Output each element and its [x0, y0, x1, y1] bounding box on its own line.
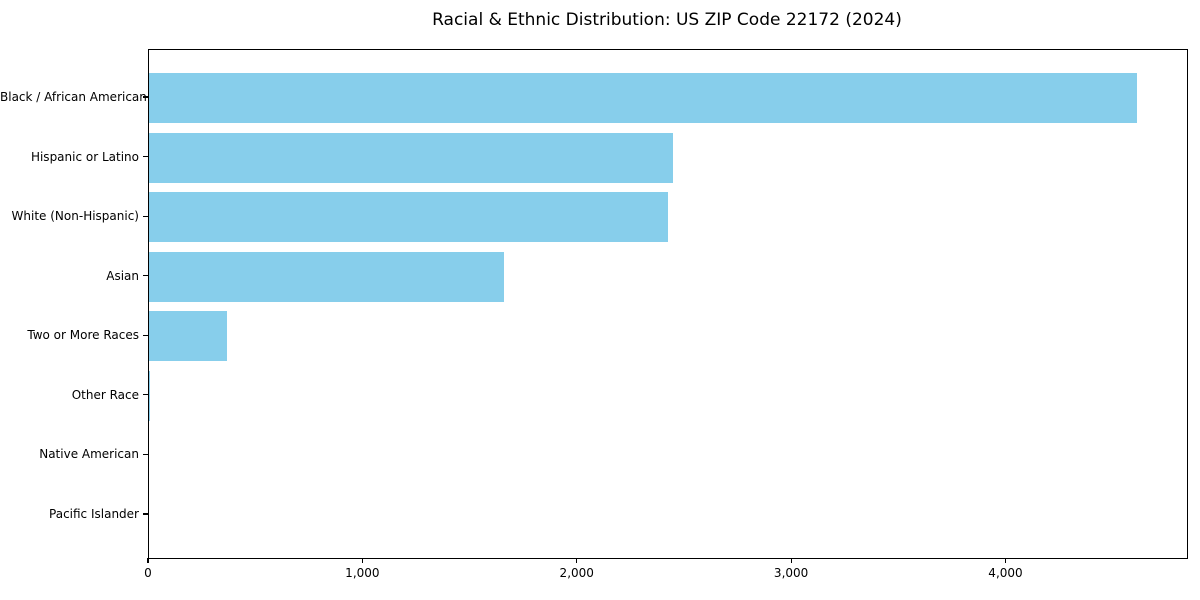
y-axis-tick — [143, 96, 148, 98]
bar-asian — [149, 251, 504, 302]
y-tick-label: Hispanic or Latino — [30, 149, 139, 164]
x-tick-label: 3,000 — [773, 566, 809, 580]
y-axis-tick — [143, 394, 148, 396]
chart-title: Racial & Ethnic Distribution: US ZIP Cod… — [432, 10, 902, 30]
bar-other-race — [149, 370, 151, 421]
y-tick-label: Other Race — [71, 387, 139, 402]
x-axis-tick — [1004, 558, 1007, 563]
y-axis-tick — [143, 275, 148, 277]
x-tick-label: 0 — [144, 566, 152, 580]
y-tick-label: Two or More Races — [27, 328, 139, 343]
y-axis-tick — [143, 155, 148, 158]
bar-two-or-more-races — [149, 311, 227, 362]
y-tick-label: Black / African American — [0, 90, 147, 104]
x-axis-tick — [790, 558, 792, 563]
bar-hispanic-or-latino — [149, 132, 673, 183]
x-tick-label: 4,000 — [988, 566, 1023, 580]
plot-area — [148, 49, 1188, 559]
x-tick-label: 2,000 — [559, 566, 594, 580]
y-tick-label: White (Non-Hispanic) — [11, 209, 139, 224]
y-tick-label: Native American — [39, 447, 139, 462]
y-axis-tick — [143, 334, 148, 336]
y-axis-tick — [143, 453, 148, 455]
bar-white-non-hispanic — [149, 192, 668, 243]
bar-black-african-american — [149, 73, 1138, 123]
x-axis-tick — [361, 558, 363, 563]
x-axis-tick — [576, 558, 578, 563]
y-axis-tick — [143, 513, 148, 515]
y-tick-label: Pacific Islander — [49, 506, 139, 521]
y-axis-tick — [143, 215, 148, 217]
x-tick-label: 1,000 — [345, 566, 380, 580]
y-tick-label: Asian — [106, 268, 139, 283]
x-axis-tick — [147, 558, 149, 563]
